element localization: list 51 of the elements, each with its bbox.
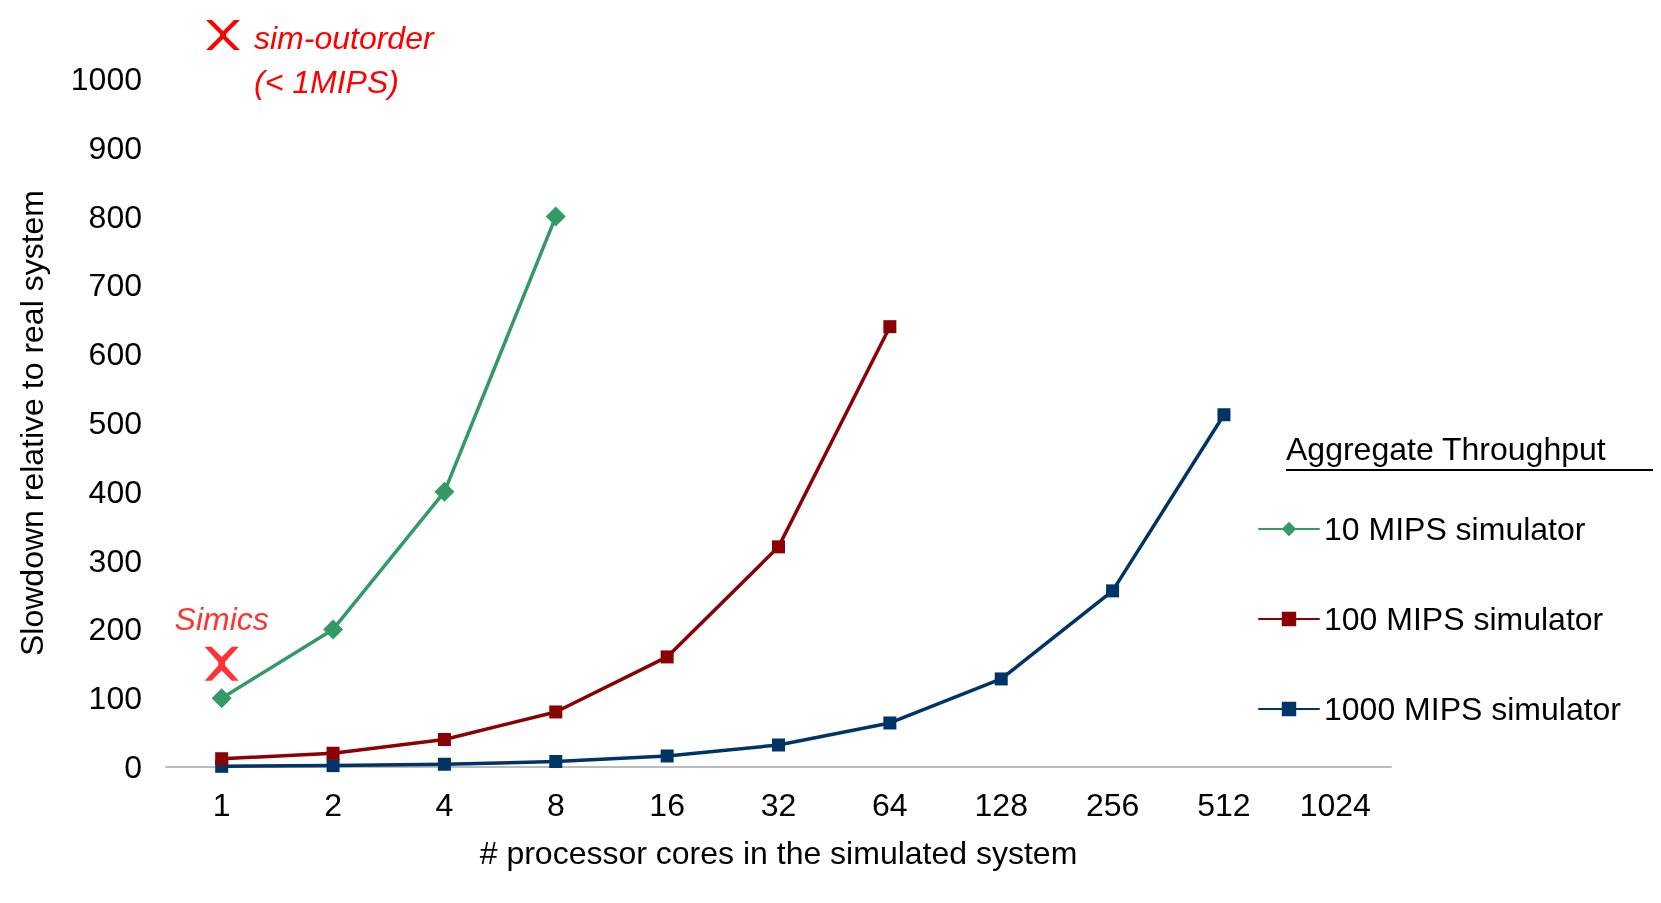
y-tick-label: 900 — [88, 129, 142, 166]
x-axis-title: # processor cores in the simulated system — [479, 835, 1078, 871]
point — [326, 759, 340, 773]
y-tick-label: 600 — [88, 336, 142, 373]
point — [1106, 584, 1120, 598]
y-tick-label: 100 — [88, 680, 142, 717]
point — [437, 757, 451, 771]
point — [1217, 408, 1231, 422]
x-tick-label: 256 — [1085, 787, 1140, 823]
y-axis-title: Slowdown relative to real system — [14, 190, 50, 656]
point — [660, 650, 674, 664]
point — [883, 320, 897, 334]
point — [549, 705, 563, 719]
y-tick-label: 400 — [88, 473, 142, 510]
x-tick-label: 512 — [1197, 787, 1251, 823]
x-tick-label: 32 — [760, 787, 797, 823]
x-tick-label: 1024 — [1299, 787, 1371, 823]
y-tick-label: 700 — [88, 267, 142, 304]
point — [326, 746, 340, 760]
y-tick-label: 1000 — [70, 61, 142, 97]
y-tick-label: 800 — [88, 198, 142, 235]
point — [549, 755, 563, 768]
point — [994, 672, 1008, 686]
y-tick-label: 200 — [88, 611, 142, 648]
y-tick-label: 300 — [88, 542, 142, 579]
point — [772, 738, 785, 752]
point — [883, 716, 897, 730]
legend-title: Aggregate Throughput — [1286, 431, 1606, 467]
point — [323, 619, 344, 640]
legend-label: 100 MIPS simulator — [1324, 601, 1604, 637]
x-tick-label: 8 — [546, 787, 565, 823]
x-tick-label: 128 — [974, 787, 1028, 823]
x-tick-label: 16 — [649, 787, 685, 823]
y-tick-label: 0 — [124, 749, 142, 785]
point — [434, 481, 455, 502]
point — [660, 749, 674, 763]
point — [437, 732, 451, 746]
legend-label: 1000 MIPS simulator — [1324, 691, 1622, 727]
point — [204, 646, 239, 681]
x-tick-label: 1 — [212, 787, 231, 823]
x-tick-label: 2 — [324, 787, 342, 823]
annotation: sim-outorder (< 1MIPS) — [254, 20, 435, 100]
x-tick-label: 64 — [872, 787, 908, 823]
y-tick-label: 500 — [88, 405, 142, 441]
point — [545, 206, 566, 227]
series-label: Simics — [174, 600, 269, 637]
point — [215, 752, 229, 766]
point — [211, 688, 232, 709]
x-tick-label: 4 — [435, 787, 454, 823]
legend-label: 10 MIPS simulator — [1324, 511, 1586, 547]
point — [772, 540, 785, 554]
